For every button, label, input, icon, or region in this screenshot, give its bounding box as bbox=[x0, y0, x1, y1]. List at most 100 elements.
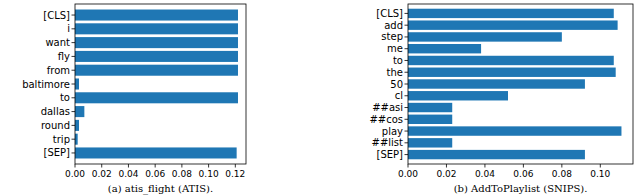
y-tick-label: round bbox=[41, 120, 70, 131]
y-tick bbox=[405, 48, 409, 49]
y-tick bbox=[72, 28, 76, 29]
bar bbox=[408, 9, 614, 18]
y-tick bbox=[72, 70, 76, 71]
x-tick-label: 0.06 bbox=[513, 169, 533, 179]
y-tick bbox=[72, 139, 76, 140]
x-tick-label: 0.04 bbox=[475, 169, 495, 179]
y-tick-label: play bbox=[382, 126, 403, 137]
y-tick-label: add bbox=[384, 20, 403, 31]
y-tick-label: from bbox=[47, 65, 70, 76]
x-tick bbox=[101, 164, 102, 168]
bar bbox=[408, 68, 616, 77]
x-tick bbox=[181, 164, 182, 168]
bar bbox=[408, 150, 585, 159]
y-tick bbox=[72, 84, 76, 85]
bar bbox=[75, 51, 238, 62]
y-tick bbox=[405, 107, 409, 108]
y-tick-label: trip bbox=[53, 134, 70, 145]
x-tick-label: 0.12 bbox=[225, 169, 245, 179]
bar bbox=[75, 65, 238, 76]
y-tick bbox=[72, 97, 76, 98]
y-tick bbox=[405, 119, 409, 120]
y-tick-label: [CLS] bbox=[43, 10, 70, 21]
x-tick bbox=[235, 164, 236, 168]
x-tick bbox=[128, 164, 129, 168]
bar bbox=[408, 91, 508, 100]
y-tick-label: fly bbox=[58, 51, 70, 62]
y-tick bbox=[405, 142, 409, 143]
x-tick bbox=[75, 164, 76, 168]
x-tick bbox=[446, 164, 447, 168]
bar bbox=[408, 103, 452, 112]
x-tick-label: 0.10 bbox=[590, 169, 610, 179]
y-tick bbox=[72, 56, 76, 57]
y-tick bbox=[72, 111, 76, 112]
x-tick-label: 0.00 bbox=[65, 169, 85, 179]
y-tick bbox=[72, 42, 76, 43]
bar bbox=[75, 37, 238, 48]
y-tick bbox=[405, 13, 409, 14]
x-tick bbox=[408, 164, 409, 168]
bar bbox=[408, 115, 452, 124]
y-tick bbox=[405, 95, 409, 96]
axes-frame bbox=[408, 4, 633, 164]
y-tick-label: the bbox=[387, 67, 403, 78]
y-tick bbox=[405, 84, 409, 85]
bar bbox=[75, 78, 79, 89]
x-tick bbox=[600, 164, 601, 168]
x-tick bbox=[561, 164, 562, 168]
y-tick-label: ##asi bbox=[372, 102, 403, 113]
y-tick-label: step bbox=[381, 31, 403, 42]
x-tick bbox=[484, 164, 485, 168]
bar bbox=[75, 106, 84, 117]
y-tick bbox=[72, 15, 76, 16]
y-tick-label: ##list bbox=[372, 137, 404, 148]
bar bbox=[408, 20, 618, 29]
y-tick-label: cl bbox=[395, 90, 403, 101]
y-tick bbox=[405, 72, 409, 73]
y-tick-label: to bbox=[60, 92, 70, 103]
y-tick bbox=[405, 36, 409, 37]
y-tick bbox=[72, 152, 76, 153]
x-tick-label: 0.10 bbox=[199, 169, 219, 179]
x-tick bbox=[523, 164, 524, 168]
bar bbox=[408, 126, 621, 135]
bars bbox=[75, 10, 238, 159]
x-tick-label: 0.02 bbox=[436, 169, 456, 179]
axes-frame bbox=[75, 4, 246, 164]
bar bbox=[408, 138, 452, 147]
y-tick bbox=[405, 131, 409, 132]
y-tick-label: [SEP] bbox=[377, 149, 404, 160]
x-tick-label: 0.06 bbox=[145, 169, 165, 179]
y-tick-label: baltimore bbox=[22, 79, 70, 90]
bar bbox=[75, 147, 237, 158]
bar bbox=[408, 56, 614, 65]
bar bbox=[75, 120, 79, 131]
bar bbox=[75, 23, 238, 34]
bar bbox=[408, 32, 562, 41]
bar bbox=[75, 10, 238, 21]
bar bbox=[408, 79, 585, 88]
x-tick-label: 0.08 bbox=[172, 169, 192, 179]
y-tick-label: me bbox=[387, 43, 403, 54]
bar bbox=[75, 92, 238, 103]
x-tick-label: 0.02 bbox=[92, 169, 112, 179]
y-tick-label: i bbox=[67, 23, 70, 34]
x-tick bbox=[155, 164, 156, 168]
y-tick-label: dallas bbox=[41, 106, 70, 117]
x-tick bbox=[208, 164, 209, 168]
y-tick-label: to bbox=[393, 55, 403, 66]
x-tick-label: 0.00 bbox=[398, 169, 418, 179]
bar bbox=[75, 134, 78, 145]
y-tick-label: [CLS] bbox=[376, 8, 403, 19]
x-tick-label: 0.04 bbox=[118, 169, 138, 179]
caption: (a) atis_flight (ATIS). bbox=[108, 183, 213, 195]
y-tick-label: want bbox=[45, 37, 70, 48]
y-tick bbox=[405, 60, 409, 61]
y-tick-label: 50 bbox=[390, 79, 403, 90]
y-tick bbox=[405, 154, 409, 155]
bars bbox=[408, 9, 621, 160]
caption: (b) AddToPlaylist (SNIPS). bbox=[454, 183, 588, 194]
y-tick bbox=[405, 25, 409, 26]
y-tick-label: ##cos bbox=[369, 114, 403, 125]
